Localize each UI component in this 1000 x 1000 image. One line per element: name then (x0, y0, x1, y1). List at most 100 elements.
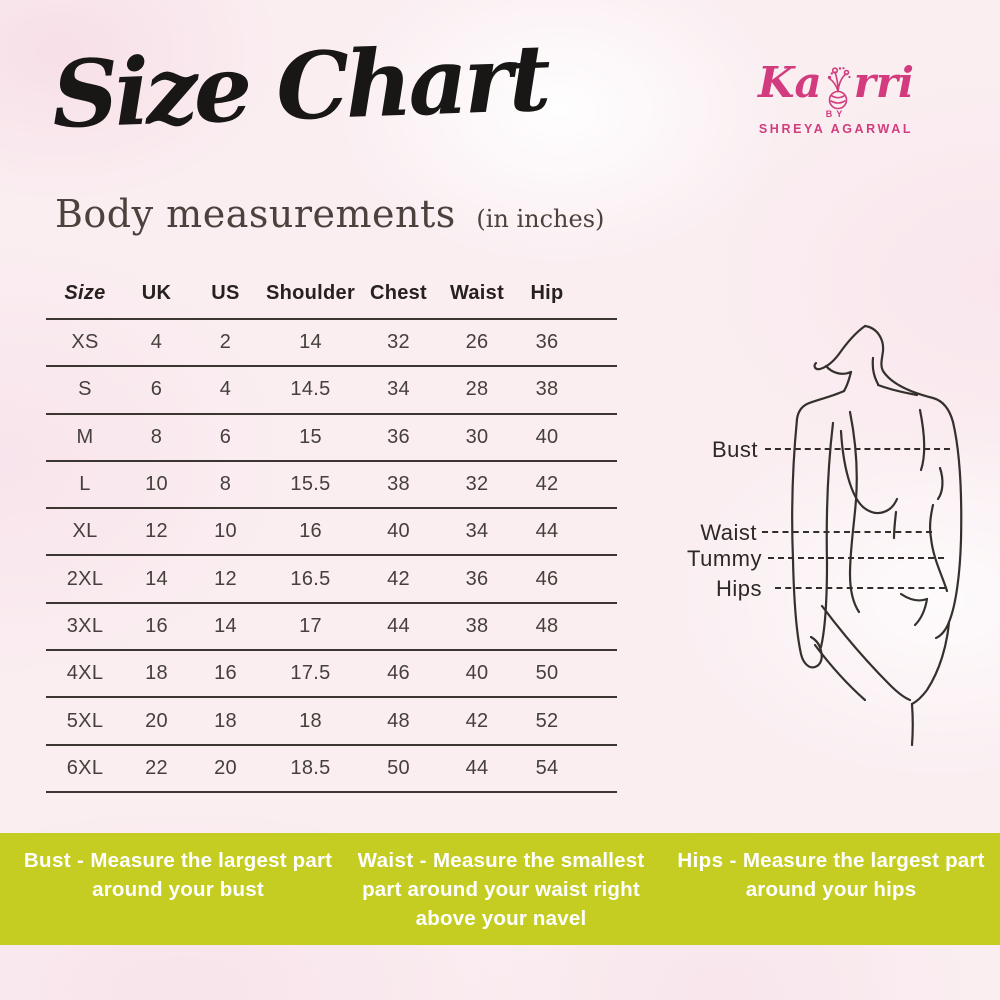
guide-bust-text: Measure the largest part around your bus… (90, 849, 333, 901)
table-cell: 8 (150, 425, 163, 448)
table-cell: 12 (214, 567, 237, 590)
table-cell: 44 (535, 520, 559, 543)
table-cell: 4 (219, 378, 232, 401)
table-cell: M (76, 425, 94, 448)
page-title: Size Chart (50, 23, 549, 150)
table-cell: 38 (535, 378, 559, 401)
column-header: Chest (369, 281, 428, 304)
table-cell: 18 (299, 709, 322, 732)
table-cell: 36 (465, 567, 489, 590)
guide-hips-label: Hips - (677, 849, 743, 872)
table-cell: L (79, 473, 91, 496)
section-unit: (in inches) (476, 205, 605, 233)
bust-dash-line (765, 448, 950, 450)
guide-waist-label: Waist - (357, 849, 433, 872)
table-cell: 32 (465, 473, 489, 496)
table-row: 4XL 18 16 17.5 46 40 50 (46, 651, 617, 699)
guide-waist-text: Measure the smallest part around your wa… (362, 849, 645, 930)
table-cell: 14 (299, 331, 322, 354)
table-cell: 18 (214, 709, 237, 732)
table-cell: 16 (214, 662, 237, 685)
table-cell: 44 (387, 614, 410, 637)
table-cell: 18 (145, 662, 168, 685)
table-cell: 12 (145, 520, 168, 543)
table-cell: 6 (219, 425, 232, 448)
table-cell: 36 (387, 425, 410, 448)
table-cell: 16 (299, 520, 322, 543)
table-cell: 52 (535, 709, 559, 732)
table-cell: 6 (150, 378, 163, 401)
table-cell: 38 (387, 473, 410, 496)
table-cell: 42 (465, 709, 489, 732)
table-cell: 3XL (66, 614, 104, 637)
guide-hips: Hips - Measure the largest part around y… (668, 846, 994, 904)
table-cell: 38 (465, 614, 489, 637)
table-cell: 48 (387, 709, 410, 732)
tummy-dash-line (768, 557, 944, 559)
table-cell: 8 (219, 473, 232, 496)
table-cell: 15.5 (290, 473, 331, 496)
measure-label-hips: Hips (715, 576, 762, 601)
table-cell: 16.5 (290, 567, 331, 590)
table-cell: 10 (145, 473, 168, 496)
column-header: US (211, 281, 240, 304)
table-row: XS 4 2 14 32 26 36 (46, 320, 617, 368)
brand-owner: SHREYA AGARWAL (758, 122, 914, 136)
column-header: UK (141, 281, 172, 304)
table-cell: 2 (219, 331, 232, 354)
guide-hips-text: Measure the largest part around your hip… (742, 849, 985, 901)
table-cell: 4 (150, 331, 163, 354)
table-cell: 2XL (66, 567, 104, 590)
measurement-guide-band: Bust - Measure the largest part around y… (0, 833, 1000, 945)
waist-dash-line (762, 531, 932, 533)
table-cell: 34 (387, 378, 410, 401)
guide-bust-label: Bust - (23, 849, 91, 872)
table-cell: 15 (299, 425, 322, 448)
column-header: Shoulder (265, 281, 356, 304)
body-figure-illustration (791, 324, 963, 747)
table-cell: 42 (535, 473, 559, 496)
measure-label-tummy: Tummy (686, 546, 762, 571)
column-header: Waist (449, 281, 505, 304)
table-cell: S (78, 378, 92, 401)
table-row: XL 12 10 16 40 34 44 (46, 509, 617, 557)
table-cell: 40 (387, 520, 410, 543)
guide-waist: Waist - Measure the smallest part around… (335, 846, 667, 933)
table-cell: 14 (145, 567, 168, 590)
column-header: Hip (530, 281, 564, 304)
table-cell: 10 (214, 520, 237, 543)
brand-by: BY (825, 109, 847, 119)
brand-logo: Ka rri BY (738, 58, 934, 137)
table-row: M 8 6 15 36 30 40 (46, 415, 617, 462)
table-cell: 44 (465, 756, 489, 779)
table-row: 2XL 14 12 16.5 42 36 46 (46, 556, 617, 604)
table-cell: 50 (535, 662, 559, 685)
table-cell: 50 (387, 756, 410, 779)
table-cell: 42 (387, 567, 410, 590)
table-cell: 5XL (66, 709, 104, 732)
table-cell: 48 (535, 614, 559, 637)
table-row: 3XL 16 14 17 44 38 48 (46, 604, 617, 652)
table-cell: XL (72, 520, 98, 543)
table-cell: 30 (465, 425, 489, 448)
table-row: 6XL 22 20 18.5 50 44 54 (46, 746, 617, 793)
hips-dash-line (775, 587, 945, 589)
table-cell: 36 (535, 331, 559, 354)
table-row: L 10 8 15.5 38 32 42 (46, 462, 617, 510)
flower-vase-icon (823, 64, 853, 110)
table-cell: 16 (145, 614, 168, 637)
brand-name-left: Ka (758, 58, 822, 107)
table-cell: XS (71, 331, 99, 354)
table-cell: 46 (535, 567, 559, 590)
section-heading: Body measurements (in inches) (55, 192, 604, 236)
table-cell: 40 (465, 662, 489, 685)
table-row: 5XL 20 18 18 48 42 52 (46, 698, 617, 746)
table-cell: 34 (465, 520, 489, 543)
table-row: S 6 4 14.5 34 28 38 (46, 367, 617, 415)
table-cell: 54 (535, 756, 559, 779)
table-cell: 4XL (66, 662, 104, 685)
column-header: Size (64, 281, 106, 304)
table-cell: 17.5 (290, 662, 331, 685)
table-cell: 26 (465, 331, 489, 354)
